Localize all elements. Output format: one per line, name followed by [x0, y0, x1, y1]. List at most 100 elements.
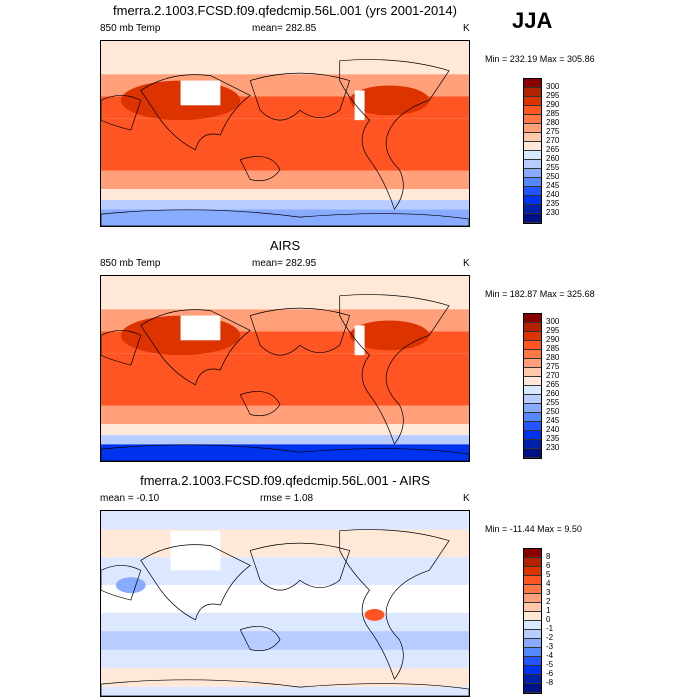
- colorbar-box: [524, 341, 541, 350]
- coastlines: [101, 294, 469, 461]
- colorbar-box: [524, 97, 541, 106]
- colorbar-label: 240: [546, 425, 560, 434]
- colorbar-box: [524, 666, 541, 675]
- colorbar-label: 245: [546, 416, 560, 425]
- colorbar-box: [524, 630, 541, 639]
- colorbar-box: [524, 151, 541, 160]
- colorbar-box: [524, 431, 541, 440]
- colorbar-label: 4: [546, 579, 551, 588]
- colorbar-box: [524, 449, 541, 458]
- colorbar-label: -8: [546, 678, 554, 687]
- colorbar-box: [524, 178, 541, 187]
- colorbar-box: [524, 603, 541, 612]
- colorbar-box: [524, 386, 541, 395]
- colorbar-box: [524, 440, 541, 449]
- coastlines: [101, 59, 469, 226]
- contour-band: [101, 170, 469, 189]
- colorbar-label: 240: [546, 190, 560, 199]
- panel-left-label: mean = -0.10: [100, 493, 160, 504]
- cold-anomaly: [115, 577, 146, 594]
- contour-band: [101, 444, 469, 461]
- contour-band: [101, 435, 469, 445]
- colorbar-box: [524, 214, 541, 223]
- colorbar-box: [524, 196, 541, 205]
- colorbar-label: 235: [546, 434, 560, 443]
- colorbar-label: 285: [546, 344, 560, 353]
- colorbar-box: [524, 558, 541, 567]
- colorbar-label: 260: [546, 154, 560, 163]
- colorbar-label: 265: [546, 145, 560, 154]
- colorbar-label: -3: [546, 642, 554, 651]
- colorbar-box: [524, 404, 541, 413]
- units-label: K: [463, 258, 470, 269]
- panel-center-label: mean= 282.85: [252, 23, 317, 34]
- colorbar-label: 275: [546, 362, 560, 371]
- colorbar: [523, 313, 542, 459]
- colorbar-label: -4: [546, 651, 554, 660]
- colorbar-label: 235: [546, 199, 560, 208]
- colorbar-box: [524, 323, 541, 332]
- colorbar-box: [524, 79, 541, 88]
- colorbar-box: [524, 395, 541, 404]
- colorbar-label: 270: [546, 371, 560, 380]
- colorbar-label: 270: [546, 136, 560, 145]
- colorbar: [523, 78, 542, 224]
- colorbar-label: 255: [546, 398, 560, 407]
- units-label: K: [463, 23, 470, 34]
- colorbar-label: 230: [546, 443, 560, 452]
- colorbar-box: [524, 648, 541, 657]
- colorbar-box: [524, 621, 541, 630]
- contour-band: [101, 276, 469, 310]
- warm-region: [349, 320, 430, 351]
- colorbar-box: [524, 567, 541, 576]
- colorbar-label: 285: [546, 109, 560, 118]
- colorbar-box: [524, 368, 541, 377]
- colorbar-label: 280: [546, 118, 560, 127]
- colorbar-label: 295: [546, 91, 560, 100]
- colorbar-label: 245: [546, 181, 560, 190]
- panel-center-label: rmse = 1.08: [260, 493, 314, 504]
- contour-band: [101, 353, 469, 406]
- colorbar-box: [524, 359, 541, 368]
- colorbar-box: [524, 115, 541, 124]
- colorbar: [523, 548, 542, 694]
- colorbar-label: 0: [546, 615, 551, 624]
- contour-band: [101, 631, 469, 650]
- warm-region: [349, 85, 430, 116]
- colorbar-label: 6: [546, 561, 551, 570]
- missing-data: [354, 90, 365, 121]
- contour-band: [101, 189, 469, 201]
- missing-data: [180, 315, 221, 341]
- units-label: K: [463, 493, 470, 504]
- colorbar-label: 8: [546, 552, 551, 561]
- colorbar-box: [524, 332, 541, 341]
- panel-center-label: mean= 282.95: [252, 258, 317, 269]
- colorbar-label: 3: [546, 588, 551, 597]
- colorbar-label: 280: [546, 353, 560, 362]
- colorbar-label: 290: [546, 335, 560, 344]
- contour-band: [101, 405, 469, 424]
- contour-band: [101, 668, 469, 687]
- colorbar-box: [524, 413, 541, 422]
- colorbar-label: 5: [546, 570, 551, 579]
- contour-band: [101, 200, 469, 210]
- colorbar-label: -6: [546, 669, 554, 678]
- colorbar-box: [524, 612, 541, 621]
- panel-left-label: 850 mb Temp: [100, 258, 161, 269]
- colorbar-label: 230: [546, 208, 560, 217]
- contour-band: [101, 529, 469, 558]
- colorbar-box: [524, 350, 541, 359]
- colorbar-label: 255: [546, 163, 560, 172]
- panel-title: AIRS: [269, 238, 301, 253]
- colorbar-box: [524, 576, 541, 585]
- map-panel: [100, 510, 470, 697]
- colorbar-box: [524, 124, 541, 133]
- colorbar-label: 260: [546, 389, 560, 398]
- colorbar-label: -1: [546, 624, 554, 633]
- colorbar-box: [524, 377, 541, 386]
- colorbar-label: -5: [546, 660, 554, 669]
- panel-title: fmerra.2.1003.FCSD.f09.qfedcmip.56L.001 …: [140, 473, 430, 488]
- colorbar-label: 2: [546, 597, 551, 606]
- colorbar-box: [524, 639, 541, 648]
- min-max-label: Min = 182.87 Max = 325.68: [485, 289, 595, 299]
